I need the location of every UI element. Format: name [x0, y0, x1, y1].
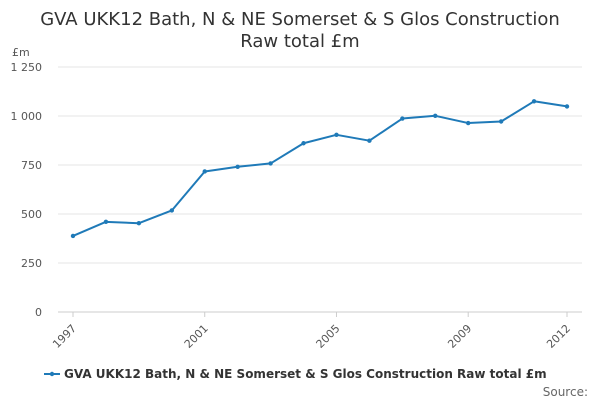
chart-title-line-2: Raw total £m — [240, 31, 359, 52]
x-tick-label: 1997 — [50, 322, 79, 351]
y-tick-label: 1 250 — [11, 61, 43, 74]
y-tick-label: 1 000 — [11, 110, 43, 123]
series-line[interactable] — [72, 100, 568, 237]
data-point-2008[interactable] — [433, 113, 438, 119]
source-label: Source: — [543, 385, 588, 399]
data-point-2011[interactable] — [531, 99, 537, 104]
y-tick-labels: 0 250 500 750 1 000 1 250 — [11, 61, 43, 319]
grid-lines — [58, 66, 582, 313]
y-tick-label: 0 — [35, 306, 42, 319]
series-layer — [70, 99, 570, 239]
y-tick-label: 750 — [21, 159, 42, 172]
data-point-2005[interactable] — [334, 132, 339, 138]
x-tick-label: 2009 — [445, 322, 474, 351]
data-point-1997[interactable] — [70, 233, 76, 239]
data-point-2002[interactable] — [235, 164, 240, 169]
data-point-2004[interactable] — [301, 141, 306, 146]
data-point-2003[interactable] — [268, 161, 273, 166]
data-point-2009[interactable] — [466, 120, 471, 126]
x-tick-label: 2005 — [314, 322, 343, 351]
data-point-1998[interactable] — [103, 219, 109, 225]
y-axis-label: £m — [12, 46, 30, 59]
x-tick-labels: 1997 2001 2005 2009 2012 — [50, 312, 573, 351]
x-tick-label: 2001 — [182, 322, 211, 351]
data-point-2000[interactable] — [169, 208, 174, 213]
data-point-2001[interactable] — [202, 169, 207, 174]
y-tick-label: 500 — [21, 208, 42, 221]
data-point-1999[interactable] — [136, 221, 142, 226]
legend-point-marker — [49, 371, 55, 377]
chart-title-line-1: GVA UKK12 Bath, N & NE Somerset & S Glos… — [40, 9, 560, 30]
y-tick-label: 250 — [21, 257, 42, 270]
legend-series-label: GVA UKK12 Bath, N & NE Somerset & S Glos… — [64, 367, 547, 381]
data-point-2006[interactable] — [367, 138, 372, 143]
data-point-2007[interactable] — [400, 116, 405, 121]
legend[interactable]: GVA UKK12 Bath, N & NE Somerset & S Glos… — [44, 367, 547, 381]
data-point-2012[interactable] — [564, 104, 570, 109]
x-tick-label: 2012 — [544, 322, 573, 351]
data-point-2010[interactable] — [498, 119, 504, 124]
